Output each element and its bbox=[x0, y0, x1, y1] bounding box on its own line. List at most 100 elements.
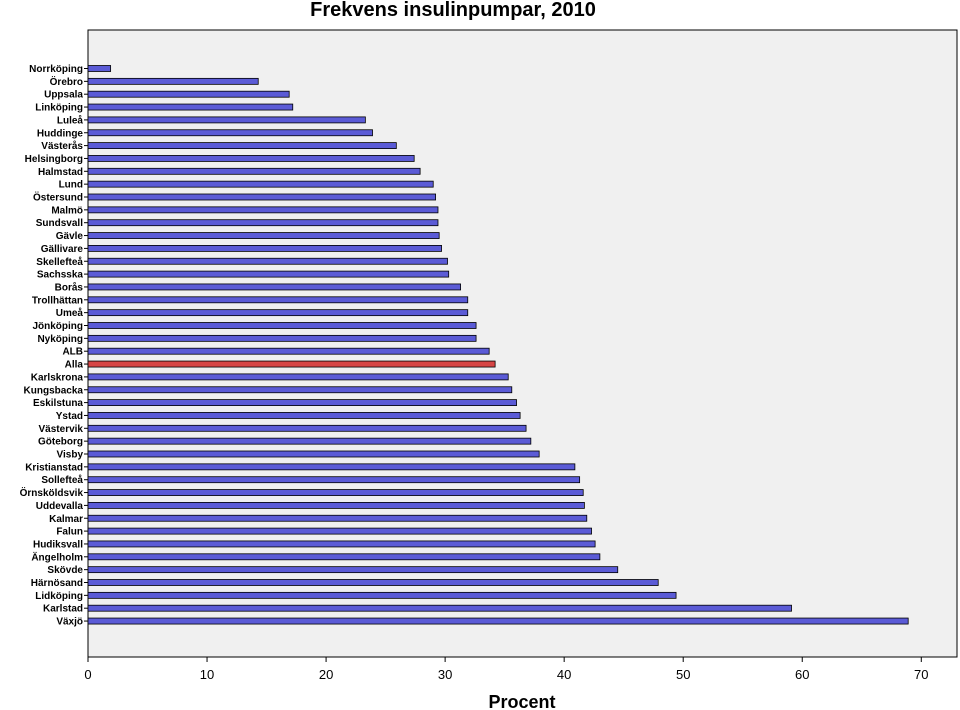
bars-layer bbox=[87, 65, 909, 625]
bar-vaxjo bbox=[87, 617, 909, 625]
category-label-malmo: Malmö bbox=[51, 205, 83, 216]
bar-halmstad bbox=[87, 167, 421, 175]
bar-angelholm bbox=[87, 553, 601, 561]
x-tick-label-0: 0 bbox=[84, 667, 91, 682]
bar-harnosand bbox=[87, 579, 659, 586]
category-label-vasteras: Västerås bbox=[41, 140, 83, 152]
category-label-halmstad: Halmstad bbox=[38, 167, 83, 178]
category-label-linkoping: Linköping bbox=[35, 103, 83, 114]
category-label-lund: Lund bbox=[59, 180, 83, 191]
category-label-kalmar: Kalmar bbox=[49, 514, 83, 525]
chart-title: Frekvens insulinpumpar, 2010 bbox=[310, 0, 596, 21]
bar-linkoping bbox=[87, 103, 294, 111]
category-label-lidkoping: Lidköping bbox=[35, 591, 83, 602]
x-tick-label-20: 20 bbox=[319, 667, 333, 682]
category-label-boras: Borås bbox=[55, 281, 84, 293]
bar-boras bbox=[87, 283, 461, 291]
x-tick-label-30: 30 bbox=[438, 667, 452, 682]
bar-gavle bbox=[87, 232, 440, 239]
bar-lund bbox=[87, 180, 434, 188]
category-label-gavle: Gävle bbox=[56, 231, 84, 242]
category-label-skelleftea: Skellefteå bbox=[36, 256, 83, 268]
category-label-huddinge: Huddinge bbox=[37, 128, 84, 139]
category-label-skovde: Skövde bbox=[47, 565, 83, 576]
bar-hudiksvall bbox=[87, 540, 596, 548]
bar-alla bbox=[87, 360, 496, 368]
category-label-vaxjo: Växjö bbox=[56, 617, 83, 628]
bar-kungsbacka bbox=[87, 386, 513, 394]
category-label-uppsala: Uppsala bbox=[44, 90, 83, 101]
bar-gallivare bbox=[87, 244, 442, 252]
category-label-ostersund: Östersund bbox=[33, 191, 83, 204]
bar-alb bbox=[87, 347, 490, 355]
bar-jonkoping bbox=[87, 322, 477, 329]
category-label-uddevalla: Uddevalla bbox=[36, 501, 84, 512]
category-label-trollhattan: Trollhättan bbox=[32, 295, 83, 306]
category-label-orebro: Örebro bbox=[50, 75, 83, 88]
plot-area bbox=[87, 29, 958, 658]
bar-ostersund bbox=[87, 193, 437, 201]
bar-lidkoping bbox=[87, 591, 677, 599]
category-label-karlskrona: Karlskrona bbox=[31, 372, 84, 383]
category-label-eskilstuna: Eskilstuna bbox=[33, 398, 83, 409]
bar-malmo bbox=[87, 206, 439, 214]
x-tick-label-70: 70 bbox=[914, 667, 928, 682]
bar-vasteras bbox=[87, 142, 397, 150]
category-label-solleftea: Sollefteå bbox=[41, 474, 83, 486]
category-label-jonkoping: Jönköping bbox=[32, 321, 83, 332]
bar-skovde bbox=[87, 566, 619, 574]
bar-uddevalla bbox=[87, 501, 585, 509]
x-tick-label-40: 40 bbox=[557, 667, 571, 682]
category-label-alla: Alla bbox=[65, 360, 84, 371]
bar-lulea bbox=[87, 116, 366, 124]
bar-umea bbox=[87, 309, 469, 317]
category-label-nykoping: Nyköping bbox=[37, 334, 83, 345]
bar-visby bbox=[87, 450, 540, 458]
x-axis: 0 10 20 30 40 50 60 70 bbox=[84, 657, 929, 682]
bar-karlskrona bbox=[87, 373, 509, 381]
category-label-visby: Visby bbox=[57, 450, 84, 461]
x-tick-label-50: 50 bbox=[676, 667, 690, 682]
bar-norrkoping bbox=[87, 65, 112, 72]
bar-orebro bbox=[87, 77, 259, 85]
category-label-norrkoping: Norrköping bbox=[29, 64, 83, 75]
bar-solleftea bbox=[87, 476, 581, 484]
category-label-lulea: Luleå bbox=[57, 114, 84, 126]
category-label-ystad: Ystad bbox=[56, 411, 83, 422]
bar-eskilstuna bbox=[87, 399, 517, 407]
bar-ystad bbox=[87, 412, 521, 419]
bar-falun bbox=[87, 527, 592, 535]
category-label-goteborg: Göteborg bbox=[38, 437, 83, 448]
x-tick-label-10: 10 bbox=[200, 667, 214, 682]
bar-ornskoldsvik bbox=[87, 489, 584, 496]
category-label-harnosand: Härnösand bbox=[31, 578, 83, 589]
bar-uppsala bbox=[87, 90, 290, 98]
bar-karlstad bbox=[87, 604, 792, 612]
category-label-vastervik: Västervik bbox=[39, 424, 84, 435]
category-label-karlstad: Karlstad bbox=[43, 604, 83, 615]
category-label-falun: Falun bbox=[56, 527, 83, 538]
bar-kristianstad bbox=[87, 463, 576, 471]
category-label-kungsbacka: Kungsbacka bbox=[24, 385, 84, 396]
bar-kalmar bbox=[87, 514, 588, 522]
x-axis-title: Procent bbox=[488, 692, 555, 710]
bar-huddinge bbox=[87, 129, 373, 137]
category-label-sundsvall: Sundsvall bbox=[36, 218, 83, 229]
category-label-alb: ALB bbox=[62, 347, 83, 358]
bar-nykoping bbox=[87, 334, 477, 342]
bar-vastervik bbox=[87, 424, 527, 432]
bar-goteborg bbox=[87, 437, 532, 445]
bar-trollhattan bbox=[87, 296, 469, 304]
category-label-umea: Umeå bbox=[56, 307, 84, 319]
category-label-hudiksvall: Hudiksvall bbox=[33, 539, 83, 550]
bar-helsingborg bbox=[87, 155, 415, 162]
x-tick-label-60: 60 bbox=[795, 667, 809, 682]
category-label-gallivare: Gällivare bbox=[41, 244, 84, 255]
category-label-angelholm: Ängelholm bbox=[31, 550, 83, 563]
category-label-kristianstad: Kristianstad bbox=[25, 462, 83, 473]
category-label-ornskoldsvik: Örnsköldsvik bbox=[20, 486, 84, 499]
bar-sundsvall bbox=[87, 219, 439, 227]
